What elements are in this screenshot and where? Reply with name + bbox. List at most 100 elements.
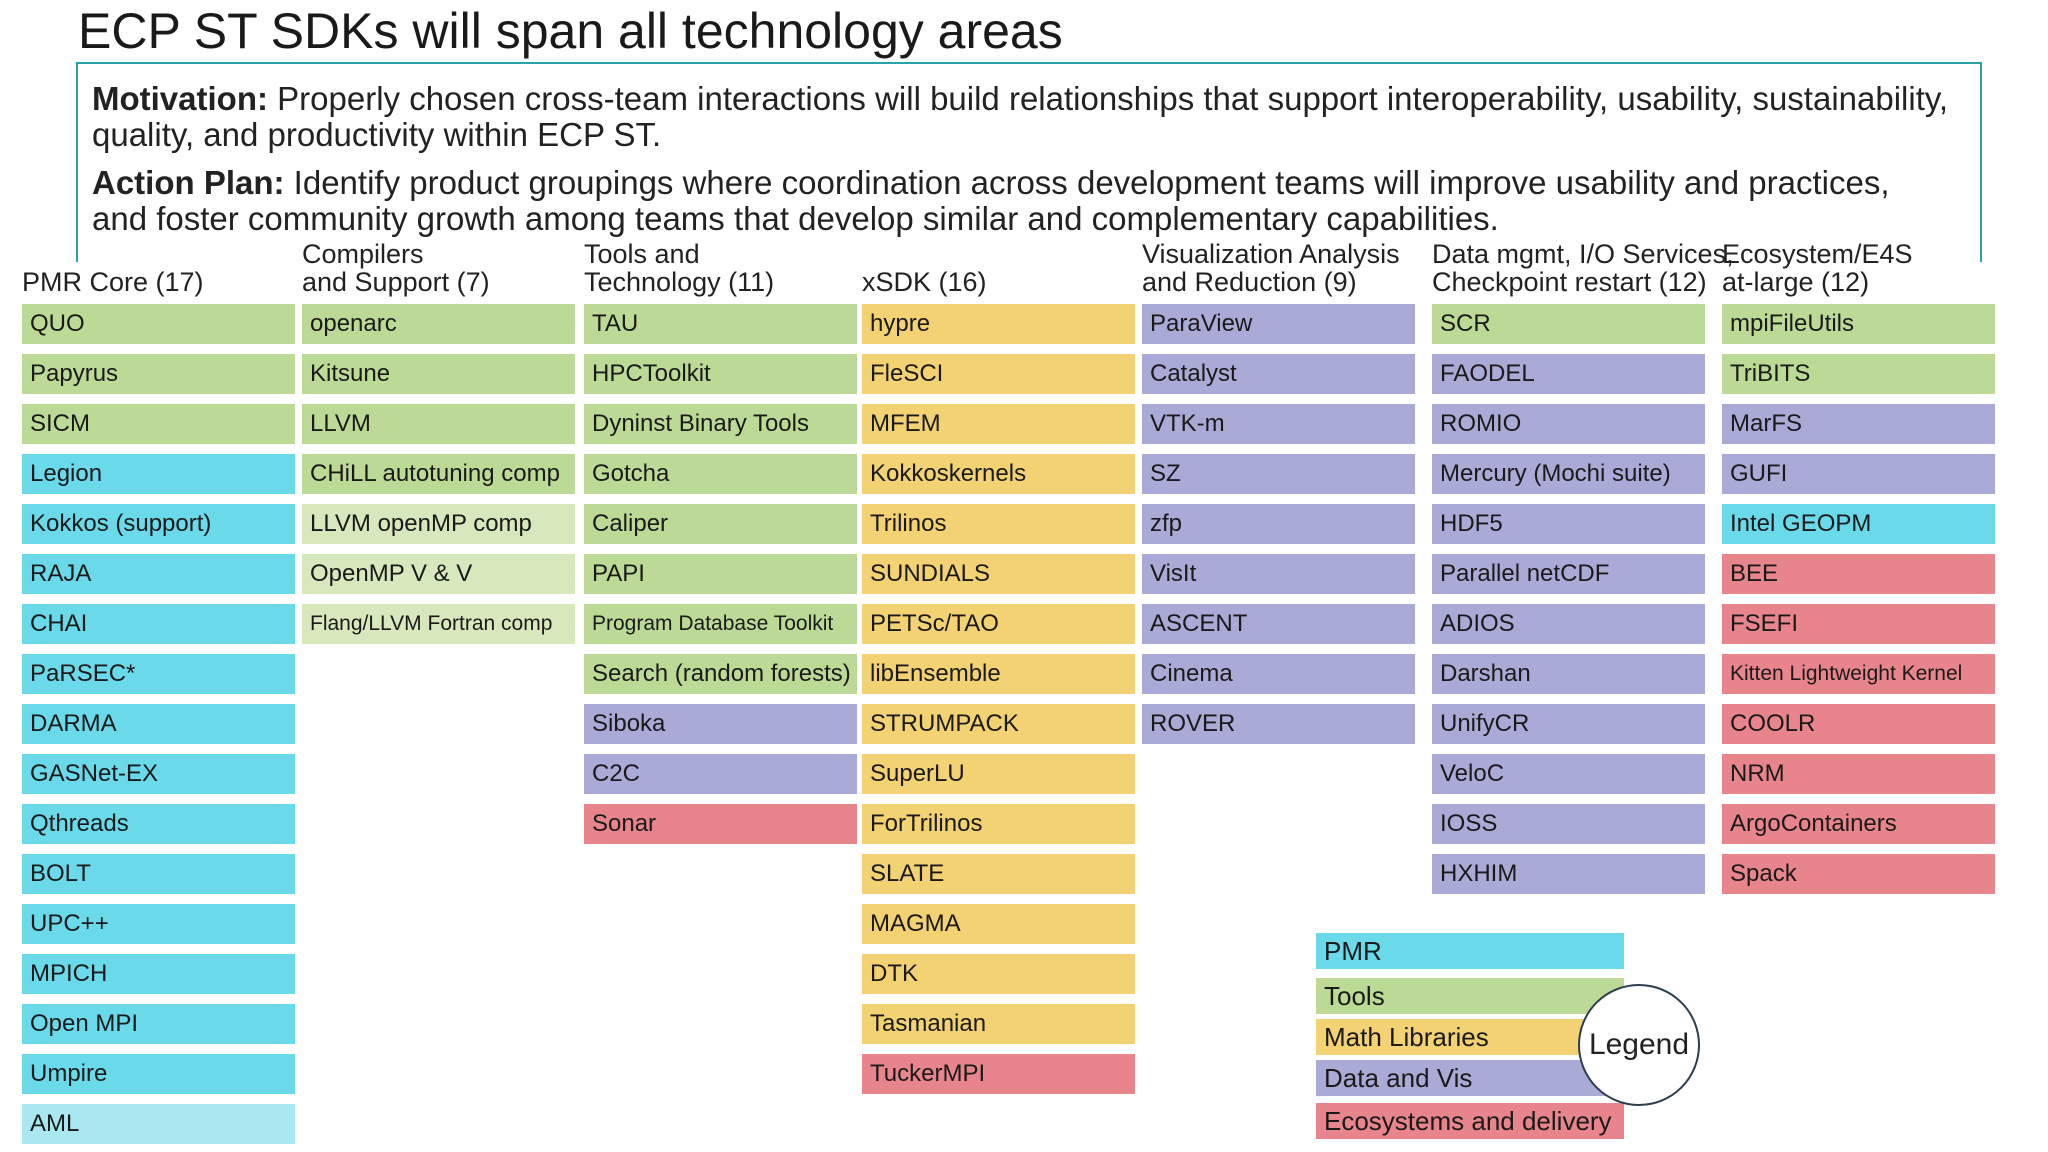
product-item: NRM <box>1722 754 1995 794</box>
product-item: QUO <box>22 304 295 344</box>
product-item: Flang/LLVM Fortran comp <box>302 604 575 644</box>
product-item: Darshan <box>1432 654 1705 694</box>
product-item: DARMA <box>22 704 295 744</box>
motivation-frame <box>76 62 1982 262</box>
product-item: TriBITS <box>1722 354 1995 394</box>
product-item: LLVM <box>302 404 575 444</box>
product-item: Intel GEOPM <box>1722 504 1995 544</box>
product-item: MPICH <box>22 954 295 994</box>
product-item: HXHIM <box>1432 854 1705 894</box>
product-item: UPC++ <box>22 904 295 944</box>
product-item: CHiLL autotuning comp <box>302 454 575 494</box>
product-item: Trilinos <box>862 504 1135 544</box>
product-item: TAU <box>584 304 857 344</box>
product-item: mpiFileUtils <box>1722 304 1995 344</box>
product-item: ROVER <box>1142 704 1415 744</box>
column-header-line: Technology (11) <box>584 267 775 297</box>
product-item: MarFS <box>1722 404 1995 444</box>
column-header-line: Visualization Analysis <box>1142 239 1400 269</box>
product-item: zfp <box>1142 504 1415 544</box>
product-item: SZ <box>1142 454 1415 494</box>
product-item: CHAI <box>22 604 295 644</box>
product-item: MFEM <box>862 404 1135 444</box>
product-item: Parallel netCDF <box>1432 554 1705 594</box>
product-item: HDF5 <box>1432 504 1705 544</box>
product-item: Siboka <box>584 704 857 744</box>
product-item: RAJA <box>22 554 295 594</box>
product-item: OpenMP V & V <box>302 554 575 594</box>
column-header-line: Tools and <box>584 239 700 269</box>
product-item: libEnsemble <box>862 654 1135 694</box>
product-item: BOLT <box>22 854 295 894</box>
product-item: ForTrilinos <box>862 804 1135 844</box>
product-item: Qthreads <box>22 804 295 844</box>
product-item: Caliper <box>584 504 857 544</box>
product-item: Kitten Lightweight Kernel <box>1722 654 1995 694</box>
product-item: Dyninst Binary Tools <box>584 404 857 444</box>
product-item: PAPI <box>584 554 857 594</box>
product-item: Open MPI <box>22 1004 295 1044</box>
motivation-text: Properly chosen cross-team interactions … <box>92 80 1949 153</box>
product-item: Program Database Toolkit <box>584 604 857 644</box>
column-header: Visualization Analysis and Reduction (9) <box>1142 240 1400 296</box>
column-header: Ecosystem/E4S at-large (12) <box>1722 240 1913 296</box>
product-item: Kokkos (support) <box>22 504 295 544</box>
product-item: SUNDIALS <box>862 554 1135 594</box>
column-header-line: PMR Core (17) <box>22 267 204 297</box>
page-title: ECP ST SDKs will span all technology are… <box>78 3 1063 59</box>
action-plan-text: Identify product groupings where coordin… <box>92 164 1890 237</box>
motivation-label: Motivation: <box>92 80 268 117</box>
product-item: DTK <box>862 954 1135 994</box>
column-header: xSDK (16) <box>862 268 987 296</box>
product-item: VisIt <box>1142 554 1415 594</box>
product-item: GASNet-EX <box>22 754 295 794</box>
product-item: ArgoContainers <box>1722 804 1995 844</box>
product-item: FAODEL <box>1432 354 1705 394</box>
product-item: Catalyst <box>1142 354 1415 394</box>
product-item: hypre <box>862 304 1135 344</box>
motivation-paragraph: Motivation: Properly chosen cross-team i… <box>92 81 1952 153</box>
column-header-line: Checkpoint restart (12) <box>1432 267 1707 297</box>
product-item: ADIOS <box>1432 604 1705 644</box>
product-item: ROMIO <box>1432 404 1705 444</box>
product-item: SLATE <box>862 854 1135 894</box>
product-item: AML <box>22 1104 295 1144</box>
product-item: Sonar <box>584 804 857 844</box>
legend-item: Data and Vis <box>1316 1060 1624 1096</box>
column-header-line: xSDK (16) <box>862 267 987 297</box>
product-item: Search (random forests) <box>584 654 857 694</box>
column-header: Compilers and Support (7) <box>302 240 490 296</box>
product-item: Tasmanian <box>862 1004 1135 1044</box>
product-item: SuperLU <box>862 754 1135 794</box>
product-item: VeloC <box>1432 754 1705 794</box>
product-item: Legion <box>22 454 295 494</box>
product-item: IOSS <box>1432 804 1705 844</box>
product-item: LLVM openMP comp <box>302 504 575 544</box>
product-item: C2C <box>584 754 857 794</box>
product-item: openarc <box>302 304 575 344</box>
product-item: SCR <box>1432 304 1705 344</box>
column-header: Tools and Technology (11) <box>584 240 774 296</box>
column-header-line: Compilers <box>302 239 424 269</box>
column-header-line: Data mgmt, I/O Services, <box>1432 239 1734 269</box>
product-item: Cinema <box>1142 654 1415 694</box>
product-item: Mercury (Mochi suite) <box>1432 454 1705 494</box>
product-item: HPCToolkit <box>584 354 857 394</box>
product-item: Spack <box>1722 854 1995 894</box>
column-header-line: at-large (12) <box>1722 267 1870 297</box>
product-item: Umpire <box>22 1054 295 1094</box>
column-header-line: and Support (7) <box>302 267 490 297</box>
product-item: Kitsune <box>302 354 575 394</box>
column-header-line: and Reduction (9) <box>1142 267 1357 297</box>
action-plan-paragraph: Action Plan: Identify product groupings … <box>92 165 1952 237</box>
product-item: MAGMA <box>862 904 1135 944</box>
product-item: PaRSEC* <box>22 654 295 694</box>
product-item: FSEFI <box>1722 604 1995 644</box>
product-item: STRUMPACK <box>862 704 1135 744</box>
product-item: ParaView <box>1142 304 1415 344</box>
product-item: TuckerMPI <box>862 1054 1135 1094</box>
product-item: ASCENT <box>1142 604 1415 644</box>
product-item: PETSc/TAO <box>862 604 1135 644</box>
product-item: GUFI <box>1722 454 1995 494</box>
legend-item: Tools <box>1316 978 1624 1014</box>
